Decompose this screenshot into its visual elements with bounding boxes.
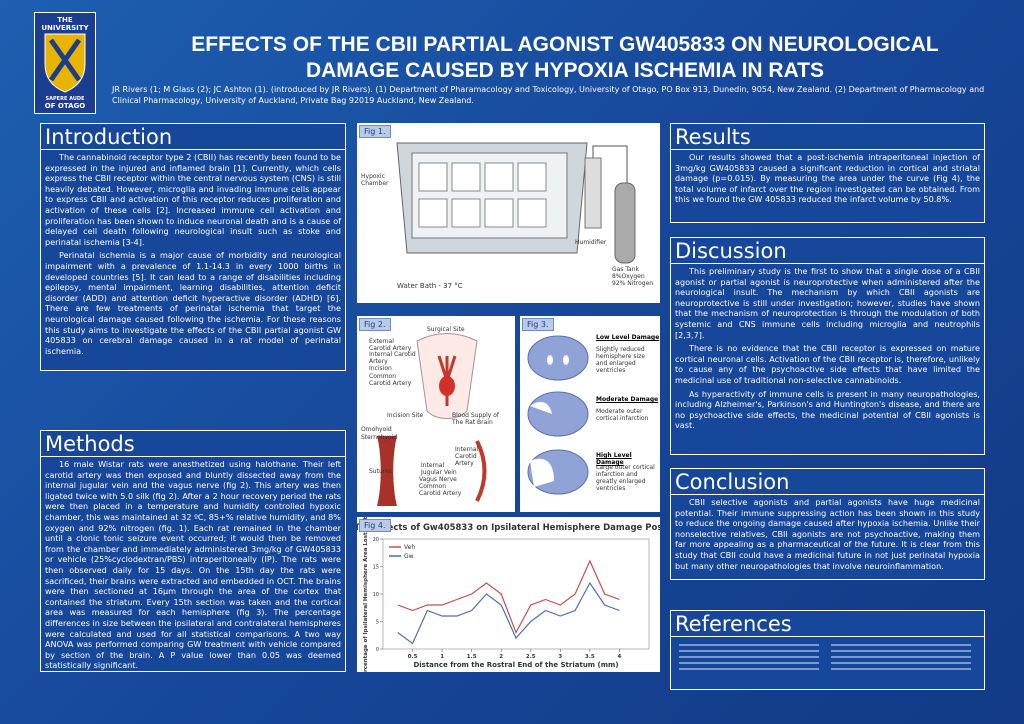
heading: Introduction: [41, 124, 345, 150]
references: References: [670, 610, 985, 690]
figure-2: Fig 2. Surgical Site External Carotid Ar…: [357, 316, 515, 512]
reference-lines: [679, 644, 971, 670]
fig-label: Hypoxic Chamber: [361, 173, 389, 187]
heading: Methods: [41, 431, 345, 457]
line-chart: The Effects of Gw405833 on Ipsilateral H…: [357, 517, 660, 672]
logo-bottom: OF OTAGO: [44, 102, 86, 110]
heading: Results: [671, 124, 984, 150]
logo-top: THE UNIVERSITY: [41, 16, 89, 32]
heading: Conclusion: [671, 469, 984, 495]
y-axis-label: Percentage of Ipsilateral Hemisphere Are…: [363, 517, 369, 672]
fig-label: Water Bath - 37 °C: [397, 282, 463, 290]
damage-text: Large outer cortical infarction and grea…: [596, 464, 655, 492]
fig-label: Surgical Site: [427, 326, 465, 333]
fig-label: Internal Carotid Artery: [455, 446, 479, 467]
x-axis-label: Distance from the Rostral End of the Str…: [413, 661, 618, 669]
fig-label: Common Carotid Artery: [419, 483, 462, 497]
figure-3: Fig 3. Low Level Damage Slightly reduced…: [520, 316, 660, 512]
introduction: Introduction The cannabinoid receptor ty…: [40, 123, 346, 371]
methods: Methods 16 male Wistar rats were anesthe…: [40, 430, 346, 672]
heading: References: [671, 611, 984, 637]
fig-tab: Fig 1.: [359, 125, 391, 138]
x-tick-label: 0.5: [408, 654, 418, 660]
x-tick-label: 2: [499, 654, 503, 660]
x-tick-label: 3: [558, 654, 562, 660]
fig-label: Sternohyoid: [361, 434, 398, 441]
x-tick-label: 4: [618, 654, 622, 660]
legend-label: Gw: [404, 553, 414, 560]
figure-1: Fig 1. Hypoxic Chamber Humidifier Gas Ta…: [357, 123, 660, 303]
damage-title: Low Level Damage: [596, 334, 660, 341]
discussion: Discussion This preliminary study is the…: [670, 237, 985, 455]
fig-label: Incision: [369, 365, 392, 372]
fig-label: Omohyoid: [361, 426, 392, 433]
paragraph: The cannabinoid receptor type 2 (CBII) h…: [45, 152, 341, 247]
x-tick-label: 2.5: [526, 654, 536, 660]
paragraph: This preliminary study is the first to s…: [675, 266, 980, 340]
series-line: [397, 559, 620, 634]
logo: THE UNIVERSITY SAPERE AUDE OF OTAGO: [34, 12, 96, 114]
y-tick-label: 5: [376, 620, 379, 626]
legend-label: Veh: [404, 544, 415, 551]
fig-label: External Carotid Artery: [369, 338, 412, 352]
damage-text: Slightly reduced hemisphere size and enl…: [596, 346, 646, 374]
x-tick-label: 1.5: [467, 654, 477, 660]
surgery-drawing: [377, 333, 487, 506]
paragraph: Perinatal ischemia is a major cause of m…: [45, 250, 341, 356]
series-line: [397, 581, 620, 645]
fig-label: Incision Site: [387, 412, 424, 419]
paragraph: Our results showed that a post-ischemia …: [675, 152, 980, 205]
figure-4: Fig 4. The Effects of Gw405833 on Ipsila…: [357, 517, 660, 672]
y-tick-label: 20: [373, 537, 379, 543]
authors: JR Rivers (1; M Glass (2); JC Ashton (1)…: [112, 85, 985, 105]
fig-tab: Fig 3.: [522, 318, 554, 331]
logo-motto: SAPERE AUDE: [45, 96, 85, 102]
fig-label: Sutures: [369, 468, 392, 475]
brain-sections: [527, 335, 589, 495]
fig-label: Blood Supply of The Rat Brain: [452, 412, 499, 426]
fig-tab: Fig 4.: [359, 519, 391, 532]
poster-title: EFFECTS OF THE CBII PARTIAL AGONIST GW40…: [191, 33, 939, 82]
fig-tab: Fig 2.: [359, 318, 391, 331]
fig-label: Common Carotid Artery: [369, 373, 412, 387]
conclusion: Conclusion CBII selective agonists and p…: [670, 468, 985, 580]
fig-label: Gas Tank 8%Oxygen 92% Nitrogen: [612, 266, 654, 287]
paragraph: 16 male Wistar rats were anesthetized us…: [45, 459, 341, 671]
fig-label: Humidifier: [575, 239, 607, 246]
fig-label: Internal Carotid Artery: [369, 351, 416, 365]
fig-label: Vagus Nerve: [419, 476, 457, 483]
damage-title: High Level Damage: [596, 452, 632, 466]
damage-title: Moderate Damage: [596, 396, 659, 403]
paragraph: As hyperactivity of immune cells is pres…: [675, 388, 980, 431]
heading: Discussion: [671, 238, 984, 264]
chart-title: The Effects of Gw405833 on Ipsilateral H…: [357, 523, 660, 533]
x-tick-label: 1: [440, 654, 444, 660]
damage-text: Moderate outer cortical infarction: [596, 408, 649, 422]
y-tick-label: 10: [373, 592, 379, 598]
results: Results Our results showed that a post-i…: [670, 123, 985, 223]
paragraph: There is no evidence that the CBII recep…: [675, 343, 980, 385]
crest: [44, 33, 86, 93]
y-tick-label: 15: [373, 565, 379, 571]
y-tick-label: 0: [376, 647, 379, 653]
fig-label: Internal Jugular Vein: [421, 462, 457, 476]
x-tick-label: 3.5: [585, 654, 595, 660]
paragraph: CBII selective agonists and partial agon…: [675, 497, 980, 571]
chamber-drawing: [396, 142, 636, 264]
